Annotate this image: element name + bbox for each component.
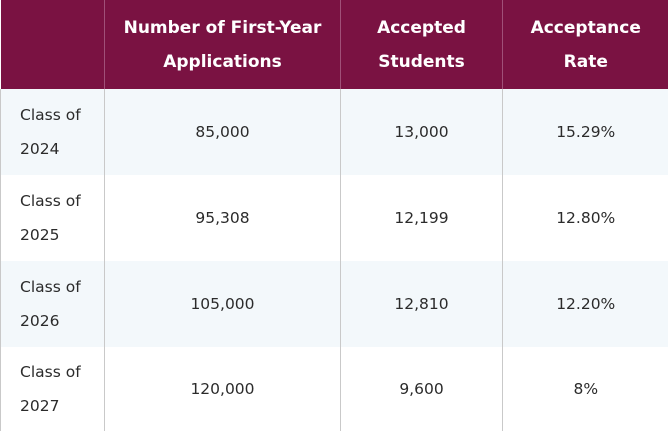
accepted-cell: 12,810 [340,261,503,347]
header-row: Number of First-Year Applications Accept… [0,0,668,89]
rate-cell: 12.80% [502,175,668,261]
applications-cell: 105,000 [104,261,341,347]
accepted-cell: 13,000 [340,89,503,175]
header-acceptance-rate: Acceptance Rate [502,0,668,89]
header-accepted-students: Accepted Students [340,0,503,89]
table-row: Class of 2024 85,000 13,000 15.29% [0,89,668,175]
class-year-cell: Class of 2024 [0,89,105,175]
rate-cell: 8% [502,347,668,431]
accepted-cell: 12,199 [340,175,503,261]
applications-cell: 120,000 [104,347,341,431]
table-row: Class of 2025 95,308 12,199 12.80% [0,175,668,261]
header-corner-cell [0,0,105,89]
class-year-cell: Class of 2025 [0,175,105,261]
rate-cell: 15.29% [502,89,668,175]
class-year-cell: Class of 2027 [0,347,105,431]
applications-cell: 95,308 [104,175,341,261]
table-header: Number of First-Year Applications Accept… [0,0,668,89]
class-year-cell: Class of 2026 [0,261,105,347]
table-body: Class of 2024 85,000 13,000 15.29% Class… [0,89,668,431]
table-row: Class of 2026 105,000 12,810 12.20% [0,261,668,347]
applications-cell: 85,000 [104,89,341,175]
rate-cell: 12.20% [502,261,668,347]
header-applications: Number of First-Year Applications [104,0,341,89]
accepted-cell: 9,600 [340,347,503,431]
table-row: Class of 2027 120,000 9,600 8% [0,347,668,431]
